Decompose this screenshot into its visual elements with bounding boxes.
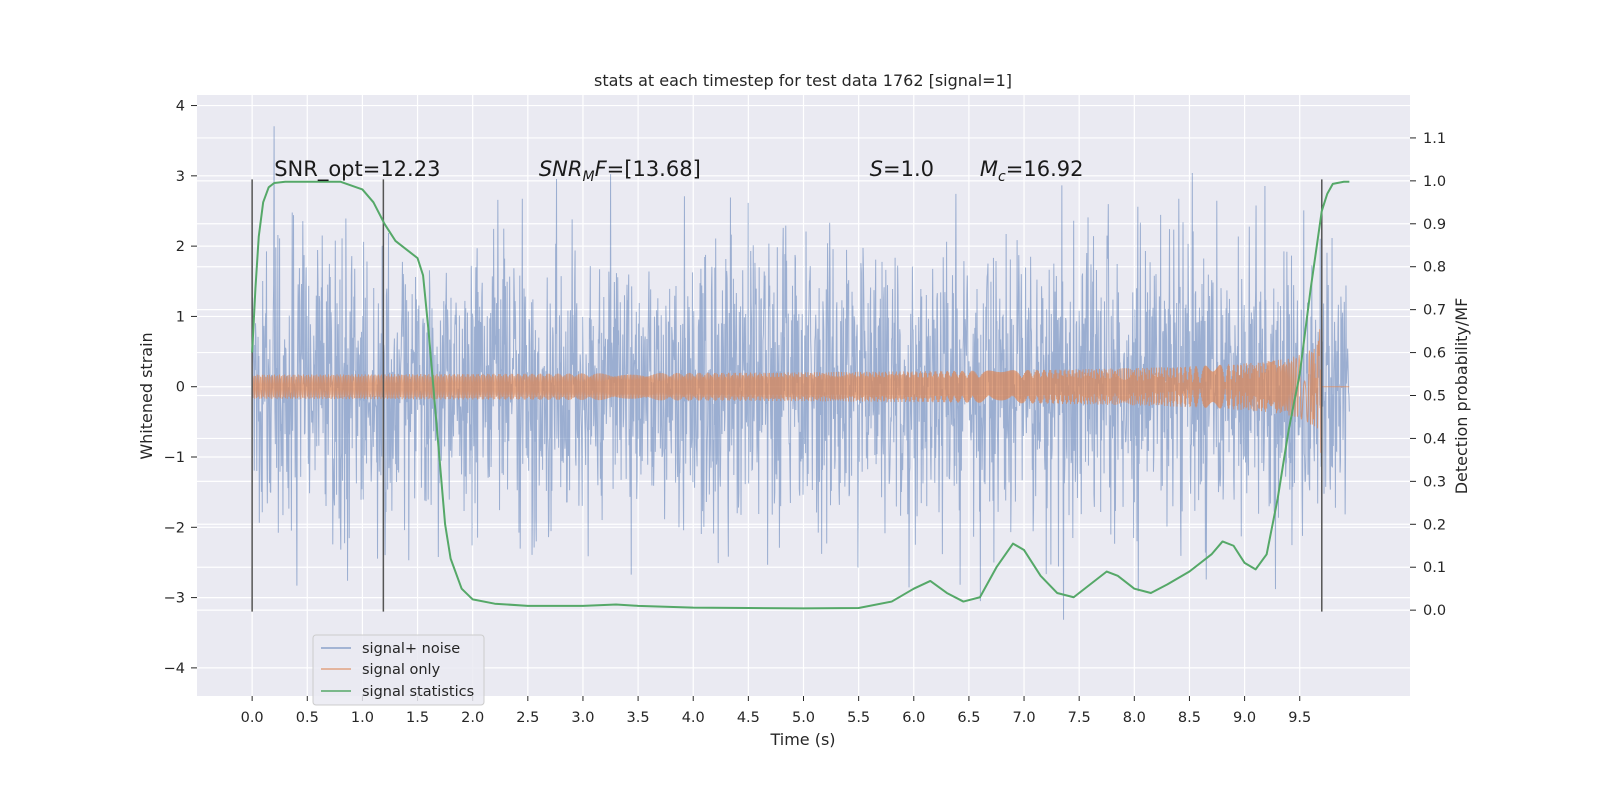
x-tick-label-19: 9.5 <box>1288 710 1311 726</box>
yr-tick-label-1: 0.1 <box>1423 560 1446 576</box>
annotations: SNR_opt=12.23 SNRMF=[13.68] S=1.0 Mc=16.92 <box>274 157 1083 185</box>
signal-only-line <box>251 329 1350 453</box>
yl-tick-label-3: −1 <box>164 450 185 466</box>
legend-label-signal-statistics: signal statistics <box>362 684 474 700</box>
yl-tick-label-5: 1 <box>176 309 185 325</box>
yr-tick-label-8: 0.8 <box>1423 260 1446 276</box>
signal-noise-line <box>251 126 1350 620</box>
yr-tick-label-4: 0.4 <box>1423 431 1446 447</box>
yr-tick-label-0: 0.0 <box>1423 603 1446 619</box>
signal-statistics-line <box>251 180 1350 610</box>
x-tick-label-7: 3.5 <box>627 710 650 726</box>
x-tick-label-14: 7.0 <box>1013 710 1036 726</box>
yr-tick-label-3: 0.3 <box>1423 474 1446 490</box>
vertical-markers <box>251 179 1323 612</box>
annotation-snr-opt: SNR_opt=12.23 <box>274 157 440 182</box>
x-tick-label-8: 4.0 <box>682 710 705 726</box>
x-tick-label-1: 0.5 <box>296 710 319 726</box>
yl-tick-label-7: 3 <box>176 169 185 185</box>
signal-noise-series <box>251 126 1350 620</box>
yr-tick-label-2: 0.2 <box>1423 517 1446 533</box>
x-tick-label-11: 5.5 <box>847 710 870 726</box>
yr-tick-label-6: 0.6 <box>1423 346 1446 362</box>
yr-tick-label-9: 0.9 <box>1423 217 1446 233</box>
x-tick-label-15: 7.5 <box>1068 710 1091 726</box>
yl-tick-label-8: 4 <box>176 99 185 115</box>
x-tick-label-9: 4.5 <box>737 710 760 726</box>
y-right-axis-label: Detection probability/MF <box>1452 298 1471 495</box>
y-left-axis-ticks: −4 −3 −2 −1 0 1 2 3 4 <box>164 99 197 677</box>
y-right-axis-ticks: 0.0 0.1 0.2 0.3 0.4 0.5 0.6 0.7 0.8 0.9 1.0 1.1 <box>1410 131 1446 619</box>
x-tick-label-3: 1.5 <box>406 710 429 726</box>
x-tick-label-10: 5.0 <box>792 710 815 726</box>
annotation-snr-mf: SNRMF=[13.68] <box>539 157 701 185</box>
legend: signal+ noise signal only signal statist… <box>312 634 485 706</box>
yr-tick-label-10: 1.0 <box>1423 174 1446 190</box>
x-tick-label-6: 3.0 <box>571 710 594 726</box>
yl-tick-label-1: −3 <box>164 591 185 607</box>
x-tick-label-12: 6.0 <box>902 710 925 726</box>
x-tick-label-2: 1.0 <box>351 710 374 726</box>
yl-tick-label-6: 2 <box>176 239 185 255</box>
x-tick-label-16: 8.0 <box>1123 710 1146 726</box>
yl-tick-label-4: 0 <box>176 380 185 396</box>
x-axis-label: Time (s) <box>769 730 835 749</box>
x-tick-label-17: 8.5 <box>1178 710 1201 726</box>
legend-label-signal-only: signal only <box>362 662 441 678</box>
yr-tick-label-11: 1.1 <box>1423 131 1446 147</box>
yl-tick-label-2: −2 <box>164 520 185 536</box>
signal-statistics-series <box>251 180 1350 610</box>
legend-label-signal-noise: signal+ noise <box>362 641 460 657</box>
signal-only-series <box>251 329 1350 453</box>
annotation-mc: Mc=16.92 <box>980 157 1084 185</box>
yr-tick-label-7: 0.7 <box>1423 303 1446 319</box>
x-tick-label-5: 2.5 <box>516 710 539 726</box>
annotation-s-val: S=1.0 <box>870 157 934 181</box>
x-tick-label-4: 2.0 <box>461 710 484 726</box>
yr-tick-label-5: 0.5 <box>1423 389 1446 405</box>
x-axis-ticks: 0.0 0.5 1.0 1.5 2.0 2.5 3.0 3.5 4.0 4.5 5.0 5.5 6.0 6… <box>241 696 1311 726</box>
x-tick-label-18: 9.0 <box>1233 710 1256 726</box>
x-tick-label-0: 0.0 <box>241 710 264 726</box>
x-tick-label-13: 6.5 <box>957 710 980 726</box>
chart-title: stats at each timestep for test data 176… <box>594 71 1012 90</box>
yl-tick-label-0: −4 <box>164 661 185 677</box>
y-left-axis-label: Whitened strain <box>137 332 156 459</box>
legend-box <box>312 634 485 706</box>
